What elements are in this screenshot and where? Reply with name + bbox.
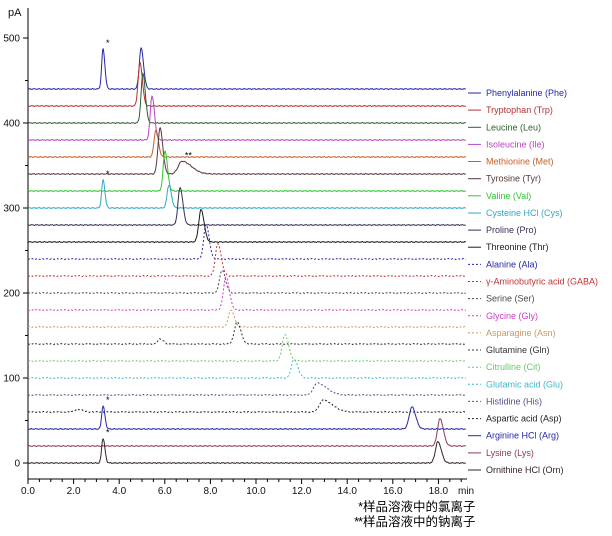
trace-proline-pro (28, 187, 466, 227)
legend-label-phenylalanine-phe: Phenylalanine (Phe) (486, 88, 567, 98)
legend-label-isoleucine-ile: Isoleucine (Ile) (486, 139, 545, 149)
trace-serine-ser (27, 269, 466, 295)
legend-label-glycine-gly: Glycine (Gly) (486, 311, 538, 321)
y-tick-label: 300 (3, 204, 20, 215)
legend-label-citrulline-cit: Citrulline (Cit) (486, 362, 541, 372)
trace-lysine-lys (27, 418, 467, 448)
trace-aminobutyric-acid-gaba (27, 243, 466, 278)
trace-histidine-his (28, 382, 466, 397)
trace-glycine-gly (27, 276, 467, 312)
legend-label-aminobutyric-acid-gaba: γ-Aminobutyric acid (GABA) (486, 277, 598, 287)
trace-arginine-hcl-arg (27, 405, 466, 431)
footnote-sodium: **样品溶液中的钠离子 (344, 515, 476, 530)
y-tick-label: 500 (3, 34, 20, 45)
y-tick-label: 100 (3, 374, 20, 385)
x-tick-label: 14.0 (337, 486, 357, 497)
legend-label-cysteine-hcl-cys: Cysteine HCl (Cys) (486, 208, 563, 218)
legend-label-serine-ser: Serine (Ser) (486, 294, 535, 304)
legend-label-methionine-met: Methionine (Met) (486, 157, 554, 167)
trace-tyrosine-tyr (28, 126, 466, 176)
legend-label-histidine-his: Histidine (His) (486, 396, 542, 406)
y-tick-label: 400 (3, 119, 20, 130)
trace-glutamine-gln (27, 321, 466, 346)
trace-ornithine-hcl-orn (27, 438, 466, 465)
trace-cysteine-hcl-cys (27, 178, 466, 210)
legend-label-threonine-thr: Threonine (Thr) (486, 242, 549, 252)
trace-tryptophan-trp (28, 62, 466, 108)
x-axis-unit-label: min (458, 486, 474, 497)
footnote-sodium-text: 样品溶液中的钠离子 (363, 515, 476, 529)
peak-marker-ornithine-hcl-orn: * (106, 427, 110, 437)
trace-valine-val (28, 150, 467, 193)
trace-methionine-met (27, 129, 466, 159)
x-tick-label: 2.0 (67, 486, 81, 497)
trace-phenylalanine-phe (27, 47, 466, 91)
footnote-chloride-mark: * (358, 500, 363, 514)
legend-label-aspartic-acid-asp: Aspartic acid (Asp) (486, 414, 562, 424)
x-tick-label: 18.0 (429, 486, 449, 497)
legend-label-valine-val: Valine (Val) (486, 191, 531, 201)
y-tick-label: 0 (14, 459, 20, 470)
legend-label-alanine-ala: Alanine (Ala) (486, 259, 538, 269)
legend-label-tyrosine-tyr: Tyrosine (Tyr) (486, 174, 541, 184)
x-tick-label: 16.0 (383, 486, 403, 497)
trace-glutamic-acid-glu (27, 358, 466, 380)
x-tick-label: 4.0 (112, 486, 126, 497)
legend-label-glutamic-acid-glu: Glutamic acid (Glu) (486, 379, 563, 389)
trace-aspartic-acid-asp (27, 399, 466, 414)
footnotes: *样品溶液中的氯离子 **样品溶液中的钠离子 (344, 500, 476, 530)
x-tick-label: 10.0 (246, 486, 266, 497)
trace-citrulline-cit (27, 334, 467, 363)
peak-marker-phenylalanine-phe: * (106, 38, 110, 48)
footnote-chloride-text: 样品溶液中的氯离子 (363, 500, 476, 514)
legend-label-leucine-leu: Leucine (Leu) (486, 122, 541, 132)
legend-label-proline-pro: Proline (Pro) (486, 225, 537, 235)
legend-label-tryptophan-trp: Tryptophan (Trp) (486, 105, 553, 115)
trace-alanine-ala (27, 224, 466, 261)
legend-label-ornithine-hcl-orn: Ornithine HCl (Orn) (486, 465, 564, 475)
peak-marker-arginine-hcl-arg: * (106, 395, 110, 405)
trace-leucine-leu (27, 72, 467, 125)
peak-marker-cysteine-hcl-cys: * (106, 169, 110, 179)
legend-label-asparagine-asn: Asparagine (Asn) (486, 328, 556, 338)
x-tick-label: 6.0 (158, 486, 172, 497)
trace-threonine-thr (28, 209, 467, 244)
y-tick-label: 200 (3, 289, 20, 300)
axes (27, 8, 467, 480)
trace-isoleucine-ile (27, 95, 467, 142)
x-tick-label: 0.0 (21, 486, 35, 497)
footnote-chloride: *样品溶液中的氯离子 (344, 500, 476, 515)
peak-marker-tyrosine-tyr: ** (185, 150, 193, 160)
x-tick-label: 8.0 (203, 486, 217, 497)
footnote-sodium-mark: ** (354, 515, 363, 529)
legend-label-glutamine-gln: Glutamine (Gln) (486, 345, 550, 355)
y-axis-unit-label: pA (8, 7, 22, 19)
legend-label-lysine-lys: Lysine (Lys) (486, 448, 534, 458)
x-tick-label: 12.0 (292, 486, 312, 497)
legend-label-arginine-hcl-arg: Arginine HCl (Arg) (486, 431, 559, 441)
trace-asparagine-asn (27, 309, 466, 329)
